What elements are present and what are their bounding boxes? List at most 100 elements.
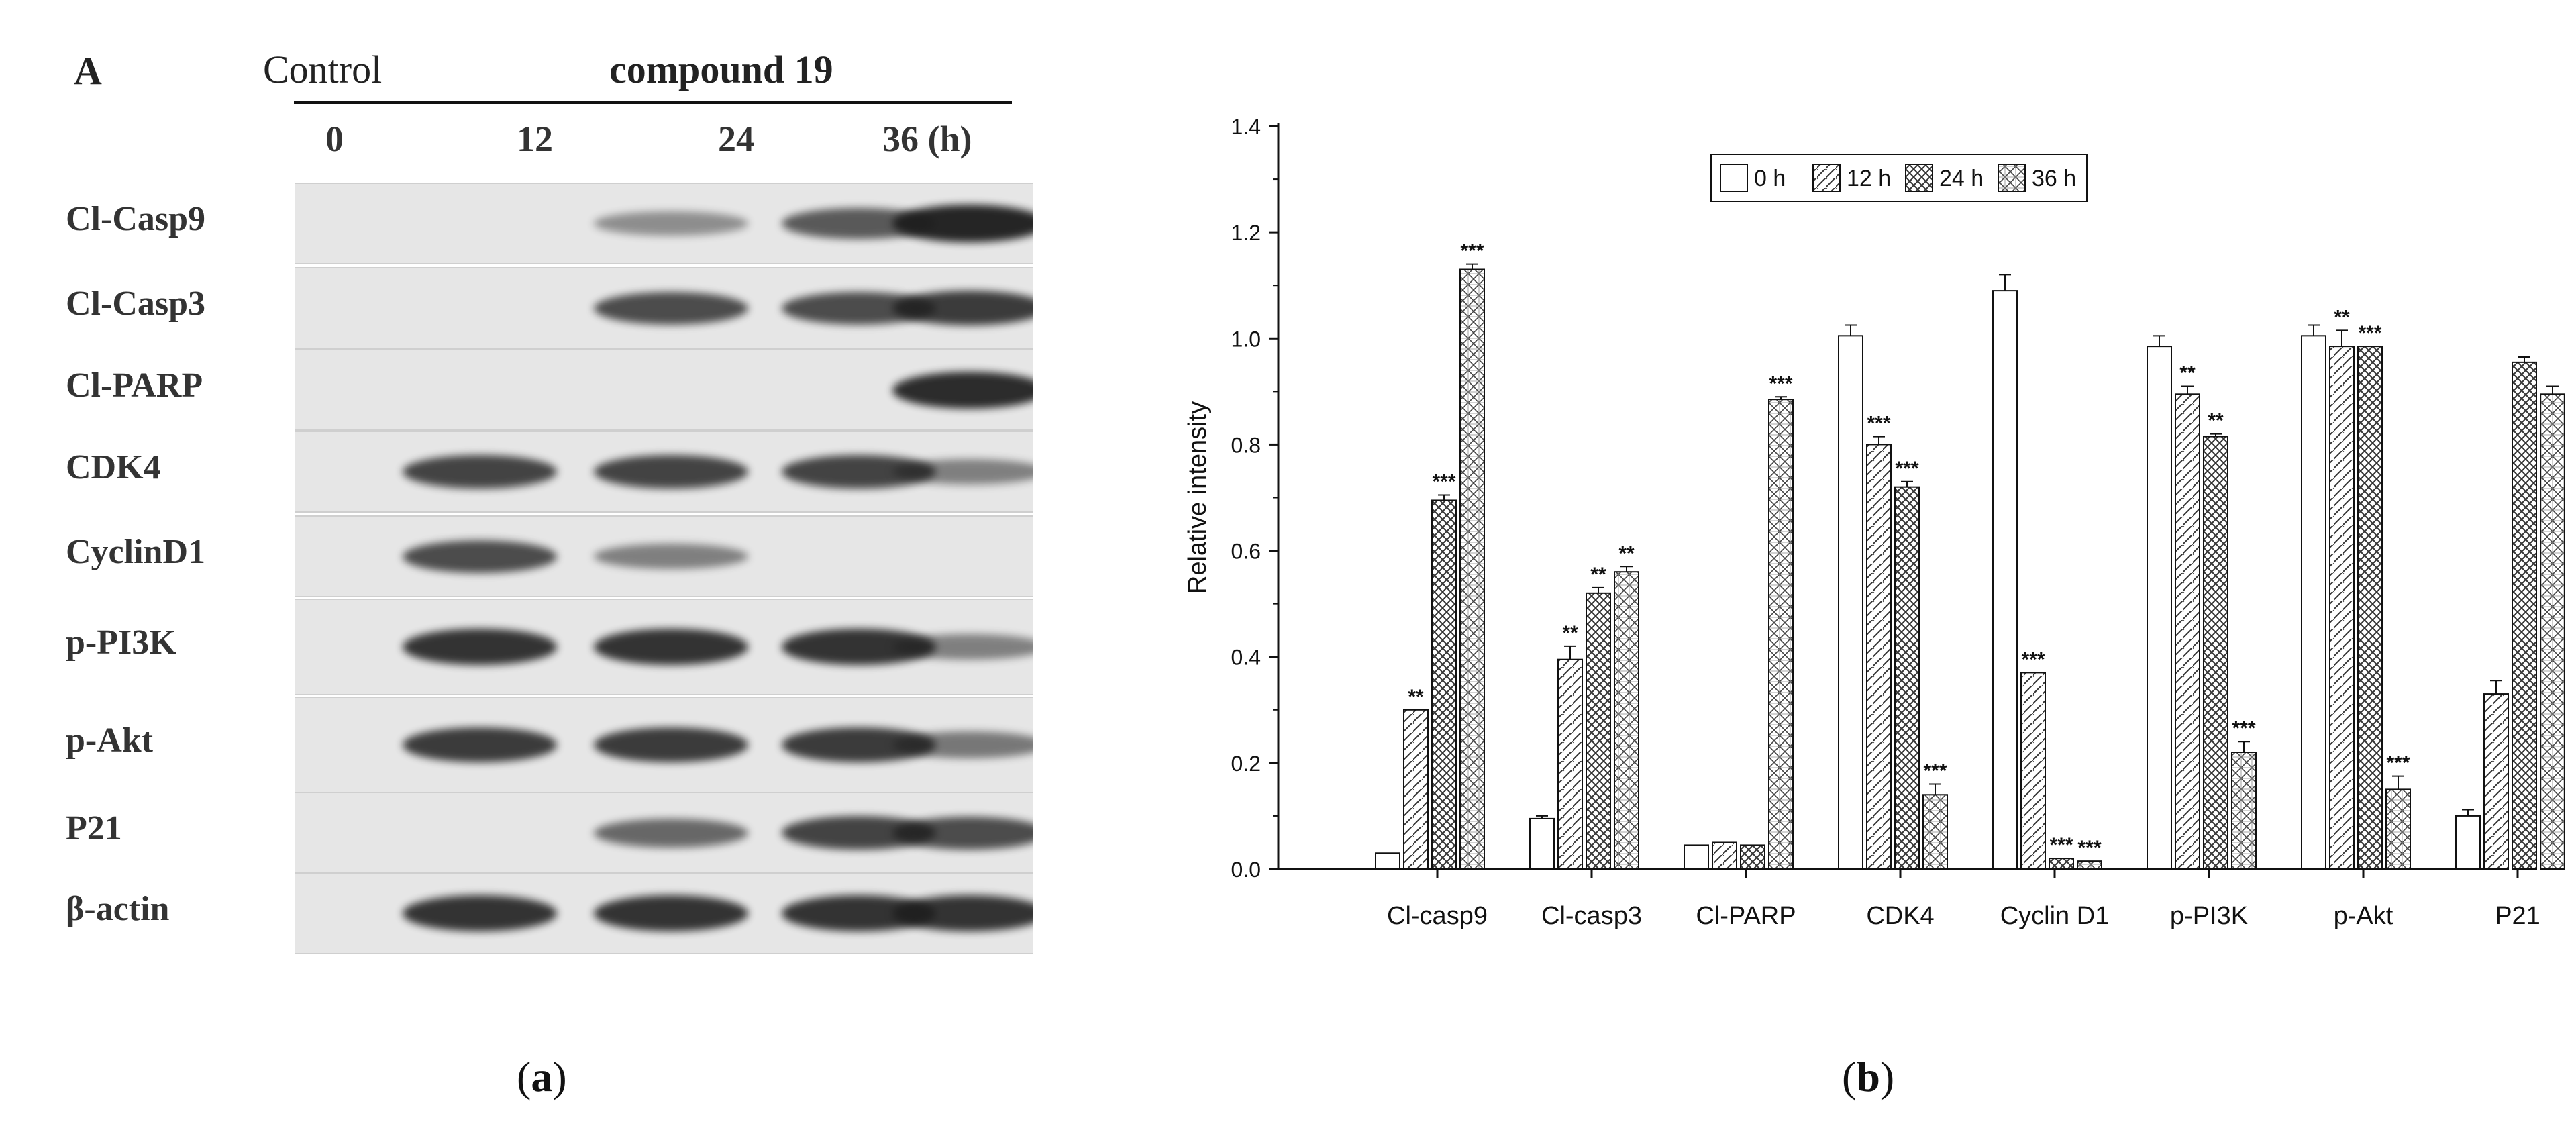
- blot-band: [892, 731, 1033, 758]
- bar: [1586, 592, 1611, 870]
- timepoint-label: 24: [718, 119, 754, 159]
- caption-paren: (: [1842, 1053, 1857, 1101]
- timepoint-label: 0: [325, 119, 344, 159]
- control-label: Control: [263, 48, 382, 91]
- legend-swatch: [1812, 164, 1841, 192]
- blot-band: [403, 454, 557, 489]
- blot-row-label: Cl-Casp9: [66, 200, 206, 238]
- bar: [2540, 393, 2565, 870]
- blot-band: [594, 727, 748, 762]
- blot-strip: [295, 267, 1033, 349]
- blot-band: [403, 895, 557, 931]
- significance-label: ***: [2358, 322, 2381, 344]
- significance-label: **: [2334, 306, 2350, 328]
- significance-label: **: [1562, 622, 1578, 644]
- blot-row-label: P21: [66, 809, 122, 848]
- caption-paren: ): [552, 1053, 567, 1101]
- significance-label: ***: [1432, 471, 1455, 493]
- bar: [1894, 486, 1920, 870]
- bar: [2020, 672, 2046, 870]
- x-tick-label: p-Akt: [2334, 902, 2393, 930]
- bar-chart-panel: 0.0 0.2 0.4 0.6 0.8 1.0 1.2 1.4 Relative intensi…: [1141, 0, 2576, 1126]
- y-tick-label: 0.2: [1231, 752, 1261, 776]
- bar: [2077, 860, 2102, 870]
- blot-band: [594, 629, 748, 665]
- blot-band: [403, 727, 557, 762]
- blot-row-label: p-PI3K: [66, 623, 176, 662]
- x-tick-label: Cyclin D1: [2000, 902, 2110, 930]
- x-tick-label: p-PI3K: [2170, 902, 2248, 930]
- bar: [2049, 858, 2074, 870]
- blot-band: [892, 816, 1033, 850]
- bar: [2175, 393, 2200, 870]
- blot-band: [892, 371, 1033, 409]
- blot-strip: [295, 431, 1033, 513]
- caption-letter: b: [1856, 1053, 1880, 1101]
- blot-row-label: Cl-Casp3: [66, 285, 206, 323]
- legend-label: 12 h: [1847, 166, 1891, 191]
- significance-label: ***: [1460, 240, 1484, 262]
- y-tick-label: 0.8: [1231, 433, 1261, 457]
- significance-label: ***: [1867, 413, 1890, 435]
- bar: [1740, 844, 1765, 870]
- bar: [2231, 752, 2257, 870]
- legend-label: 0 h: [1754, 166, 1786, 191]
- blot-band: [892, 204, 1033, 243]
- panel-letter: A: [74, 49, 102, 93]
- chart-axes: 0.0 0.2 0.4 0.6 0.8 1.0 1.2 1.4 Relative intensi…: [1184, 115, 2540, 930]
- chart-legend: 0 h 12 h 24 h 36 h: [1710, 154, 2088, 202]
- bar: [1838, 335, 1863, 870]
- blot-band: [594, 895, 748, 931]
- blot-strip: [295, 183, 1033, 264]
- legend-swatch: [1998, 164, 2026, 192]
- legend-swatch: [1720, 164, 1748, 192]
- chart-bars: ******************************** ********…: [1375, 240, 2565, 870]
- bar: [1459, 268, 1485, 870]
- significance-label: ***: [2049, 834, 2073, 856]
- significance-label: ***: [1923, 760, 1947, 782]
- y-tick-label: 1.2: [1231, 221, 1261, 245]
- compound-label: compound 19: [609, 47, 833, 92]
- significance-label: ***: [1895, 458, 1918, 480]
- blot-band: [892, 895, 1033, 931]
- blot-band: [892, 458, 1033, 485]
- legend-swatch: [1905, 164, 1933, 192]
- caption-paren: ): [1879, 1053, 1895, 1101]
- bar-chart: 0.0 0.2 0.4 0.6 0.8 1.0 1.2 1.4 Relative intensi…: [1184, 115, 2565, 930]
- blot-band: [594, 818, 748, 848]
- blot-band: [594, 291, 748, 325]
- bar: [2329, 346, 2355, 870]
- blot-strip: [295, 872, 1033, 954]
- legend-label: 24 h: [1939, 166, 1983, 191]
- blot-band: [403, 629, 557, 665]
- legend-label: 36 h: [2032, 166, 2076, 191]
- bar: [2301, 335, 2326, 870]
- bar: [2203, 436, 2228, 870]
- blot-band: [594, 543, 748, 570]
- blot-band: [594, 211, 748, 236]
- caption-a: (a): [517, 1052, 567, 1102]
- western-blot-panel: A Control compound 19 0 12 24 36 (h) Cl-…: [0, 0, 1100, 1126]
- y-tick-label: 0.6: [1231, 540, 1261, 564]
- blot-row-label: β-actin: [66, 890, 170, 928]
- significance-label: ***: [1769, 372, 1792, 395]
- timepoint-label: 12: [517, 119, 553, 159]
- bar: [1529, 817, 1555, 870]
- bar: [1375, 852, 1400, 870]
- bar: [1768, 399, 1794, 870]
- y-tick-label: 0.4: [1231, 646, 1261, 670]
- blot-band: [594, 454, 748, 489]
- blot-row-label: CyclinD1: [66, 533, 205, 571]
- bar: [2455, 815, 2481, 870]
- y-tick-label: 1.0: [1231, 327, 1261, 351]
- x-tick-label: Cl-casp3: [1541, 902, 1642, 930]
- x-tick-label: CDK4: [1866, 902, 1934, 930]
- blot-row-label: CDK4: [66, 448, 161, 487]
- compound-number: 19: [794, 48, 833, 91]
- bar: [1992, 290, 2018, 870]
- blot-strip: [295, 792, 1033, 874]
- bar: [1431, 499, 1457, 870]
- caption-paren: (: [517, 1053, 531, 1101]
- caption-b: (b): [1842, 1052, 1894, 1102]
- header-rule: [294, 101, 1012, 104]
